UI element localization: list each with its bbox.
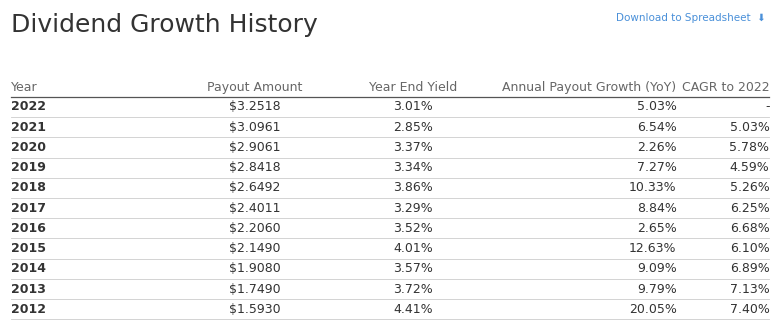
Text: 2.65%: 2.65% (636, 222, 676, 235)
Text: 6.10%: 6.10% (730, 242, 770, 255)
Text: 10.33%: 10.33% (629, 181, 676, 194)
Text: 6.68%: 6.68% (730, 222, 770, 235)
Text: 2.85%: 2.85% (393, 121, 433, 134)
Text: 3.72%: 3.72% (393, 283, 433, 295)
Text: 12.63%: 12.63% (629, 242, 676, 255)
Text: Download to Spreadsheet  ⬇: Download to Spreadsheet ⬇ (615, 13, 766, 23)
Text: 5.26%: 5.26% (730, 181, 770, 194)
Text: Dividend Growth History: Dividend Growth History (10, 13, 317, 37)
Text: $2.2060: $2.2060 (229, 222, 280, 235)
Text: 3.37%: 3.37% (393, 141, 433, 154)
Text: Annual Payout Growth (YoY): Annual Payout Growth (YoY) (502, 81, 676, 94)
Text: 7.40%: 7.40% (729, 303, 770, 316)
Text: 3.52%: 3.52% (393, 222, 433, 235)
Text: $1.9080: $1.9080 (229, 262, 280, 275)
Text: 2018: 2018 (10, 181, 45, 194)
Text: 4.41%: 4.41% (393, 303, 433, 316)
Text: 2012: 2012 (10, 303, 45, 316)
Text: 6.89%: 6.89% (730, 262, 770, 275)
Text: $1.7490: $1.7490 (229, 283, 280, 295)
Text: 6.25%: 6.25% (730, 202, 770, 214)
Text: 5.03%: 5.03% (636, 100, 676, 114)
Text: 2020: 2020 (10, 141, 45, 154)
Text: 2.26%: 2.26% (637, 141, 676, 154)
Text: 20.05%: 20.05% (629, 303, 676, 316)
Text: 2017: 2017 (10, 202, 45, 214)
Text: 3.34%: 3.34% (393, 161, 433, 174)
Text: 4.01%: 4.01% (393, 242, 433, 255)
Text: 3.29%: 3.29% (393, 202, 433, 214)
Text: 2015: 2015 (10, 242, 45, 255)
Text: $2.4011: $2.4011 (229, 202, 280, 214)
Text: 7.13%: 7.13% (730, 283, 770, 295)
Text: $2.9061: $2.9061 (229, 141, 280, 154)
Text: 3.01%: 3.01% (393, 100, 433, 114)
Text: CAGR to 2022: CAGR to 2022 (682, 81, 770, 94)
Text: 8.84%: 8.84% (636, 202, 676, 214)
Text: 3.57%: 3.57% (393, 262, 433, 275)
Text: Year End Yield: Year End Yield (369, 81, 457, 94)
Text: Year: Year (10, 81, 37, 94)
Text: 4.59%: 4.59% (730, 161, 770, 174)
Text: 5.78%: 5.78% (729, 141, 770, 154)
Text: 2019: 2019 (10, 161, 45, 174)
Text: Payout Amount: Payout Amount (207, 81, 302, 94)
Text: $2.6492: $2.6492 (229, 181, 280, 194)
Text: 9.09%: 9.09% (636, 262, 676, 275)
Text: $3.0961: $3.0961 (229, 121, 280, 134)
Text: 2016: 2016 (10, 222, 45, 235)
Text: $2.1490: $2.1490 (229, 242, 280, 255)
Text: $1.5930: $1.5930 (229, 303, 280, 316)
Text: 2014: 2014 (10, 262, 45, 275)
Text: 6.54%: 6.54% (636, 121, 676, 134)
Text: 2022: 2022 (10, 100, 45, 114)
Text: 5.03%: 5.03% (729, 121, 770, 134)
Text: 3.86%: 3.86% (393, 181, 433, 194)
Text: 2021: 2021 (10, 121, 45, 134)
Text: $2.8418: $2.8418 (229, 161, 280, 174)
Text: -: - (765, 100, 770, 114)
Text: $3.2518: $3.2518 (229, 100, 280, 114)
Text: 7.27%: 7.27% (636, 161, 676, 174)
Text: 9.79%: 9.79% (636, 283, 676, 295)
Text: 2013: 2013 (10, 283, 45, 295)
